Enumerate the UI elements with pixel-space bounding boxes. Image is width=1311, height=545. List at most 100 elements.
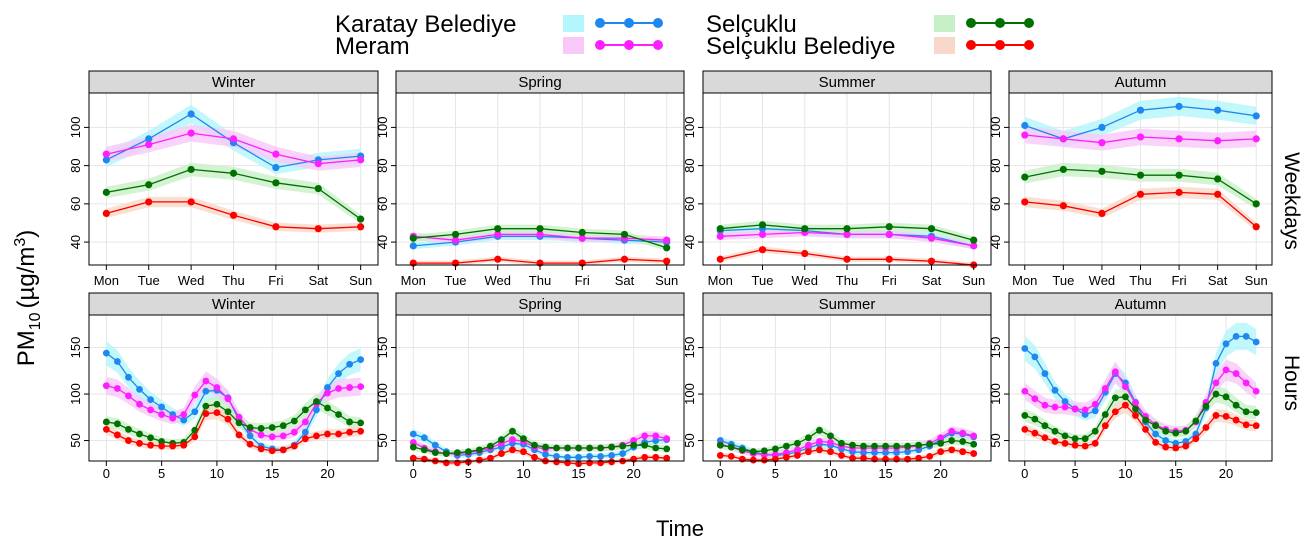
- data-point-meram: [1132, 399, 1139, 407]
- data-point-karatay-belediye: [246, 432, 254, 440]
- legend-label-selcuklu: Selçuklu: [706, 11, 797, 38]
- data-point-selcuklu-belediye: [453, 459, 461, 467]
- y-tick-label: 60: [375, 197, 390, 211]
- data-point-selcuklu: [229, 169, 238, 177]
- legend-marker-karatay-belediye: [595, 18, 605, 28]
- x-tick-label: Mon: [1012, 273, 1037, 288]
- data-point-karatay-belediye: [1021, 121, 1029, 130]
- x-tick-label: Wed: [485, 273, 512, 288]
- data-point-selcuklu: [346, 418, 354, 426]
- data-point-selcuklu: [915, 441, 923, 449]
- data-point-selcuklu-belediye: [1232, 416, 1240, 424]
- data-point-karatay-belediye: [357, 356, 365, 364]
- x-tick-label: Sun: [962, 273, 985, 288]
- data-point-selcuklu: [716, 225, 724, 233]
- data-point-selcuklu: [409, 234, 417, 242]
- data-point-karatay-belediye: [158, 403, 166, 411]
- data-point-selcuklu-belediye: [272, 223, 280, 231]
- panel-frame-autumn-hours: [1008, 314, 1273, 462]
- data-point-selcuklu: [727, 443, 735, 451]
- data-point-selcuklu: [1232, 401, 1240, 409]
- data-point-selcuklu-belediye: [125, 437, 132, 444]
- data-point-selcuklu-belediye: [335, 430, 342, 438]
- data-point-meram: [827, 439, 834, 446]
- y-tick-label: 60: [988, 197, 1003, 211]
- data-point-selcuklu: [290, 417, 298, 425]
- y-tick-label: 40: [68, 235, 83, 249]
- y-tick-label: 50: [988, 433, 1003, 447]
- data-point-selcuklu: [893, 442, 900, 450]
- data-point-meram: [180, 411, 188, 418]
- x-tick-label: 10: [516, 466, 530, 481]
- data-point-selcuklu-belediye: [1021, 425, 1029, 433]
- x-tick-label: Wed: [1089, 273, 1116, 288]
- panel-summer-weekdays: Summer 40 60 80 100 Mon Tue Wed Thu Fri Sat Sun: [682, 70, 992, 288]
- data-point-selcuklu: [816, 426, 823, 434]
- data-point-selcuklu: [475, 446, 483, 454]
- data-point-selcuklu: [970, 440, 978, 448]
- legend-marker-selcuklu: [1024, 18, 1034, 28]
- data-point-karatay-belediye: [1212, 359, 1220, 367]
- data-point-karatay-belediye: [136, 385, 143, 393]
- data-point-selcuklu: [279, 422, 287, 430]
- data-point-karatay-belediye: [102, 156, 110, 164]
- data-point-selcuklu-belediye: [904, 455, 912, 463]
- x-tick-label: 0: [717, 466, 724, 481]
- data-point-selcuklu-belediye: [937, 448, 945, 456]
- data-point-meram: [1252, 387, 1260, 395]
- data-point-selcuklu-belediye: [147, 441, 154, 449]
- data-point-selcuklu-belediye: [187, 198, 195, 206]
- data-point-selcuklu-belediye: [816, 446, 823, 454]
- band-meram: [106, 371, 361, 442]
- data-point-karatay-belediye: [102, 349, 110, 357]
- panel-spring-hours: Spring 50 100 150 0 5 10 15 20: [375, 292, 685, 481]
- data-point-selcuklu-belediye: [1192, 435, 1200, 443]
- data-point-selcuklu: [314, 184, 322, 193]
- data-point-selcuklu: [620, 230, 629, 239]
- data-point-selcuklu-belediye: [782, 453, 790, 461]
- data-point-karatay-belediye: [564, 453, 571, 461]
- x-tick-label: 0: [103, 466, 110, 481]
- x-tick-label: 15: [878, 466, 892, 481]
- x-tick-label: 20: [320, 466, 334, 481]
- data-point-selcuklu: [442, 450, 450, 457]
- data-point-meram: [578, 234, 586, 242]
- data-point-karatay-belediye: [1242, 332, 1250, 340]
- data-point-karatay-belediye: [1172, 439, 1180, 447]
- data-point-meram: [885, 230, 893, 239]
- data-point-karatay-belediye: [113, 358, 121, 365]
- data-point-selcuklu: [882, 442, 889, 450]
- data-point-meram: [782, 449, 790, 457]
- data-point-selcuklu: [357, 419, 365, 427]
- data-point-selcuklu-belediye: [1111, 408, 1119, 416]
- data-point-selcuklu: [224, 408, 232, 416]
- data-point-selcuklu: [838, 439, 845, 447]
- data-point-meram: [652, 432, 660, 440]
- x-tick-label: 10: [823, 466, 837, 481]
- data-point-karatay-belediye: [1162, 437, 1170, 444]
- data-point-selcuklu-belediye: [268, 447, 276, 455]
- data-point-selcuklu: [1111, 394, 1119, 402]
- data-point-meram: [1098, 139, 1106, 147]
- x-tick-label: Sat: [309, 273, 329, 288]
- data-point-selcuklu-belediye: [1021, 198, 1029, 206]
- data-point-selcuklu: [1098, 167, 1106, 175]
- data-point-selcuklu-belediye: [1252, 223, 1260, 231]
- data-point-meram: [1101, 385, 1109, 392]
- x-tick-label: Fri: [268, 273, 283, 288]
- y-axis-label: PM10(µg/m3): [12, 230, 44, 367]
- data-point-selcuklu: [494, 225, 502, 233]
- panel-winter-hours: Winter 50 100 150 0 5 10 15 20: [68, 292, 379, 481]
- data-point-selcuklu: [663, 445, 671, 453]
- data-point-karatay-belediye: [1152, 430, 1159, 438]
- data-point-selcuklu-belediye: [202, 410, 210, 417]
- data-point-meram: [1021, 387, 1029, 395]
- x-tick-label: 5: [465, 466, 472, 481]
- panel-frame-spring-hours: [395, 314, 685, 462]
- x-tick-label: 5: [772, 466, 779, 481]
- data-point-selcuklu-belediye: [1152, 439, 1159, 446]
- data-point-meram: [758, 230, 767, 239]
- y-tick-label: 100: [988, 383, 1003, 405]
- data-point-meram: [158, 411, 166, 418]
